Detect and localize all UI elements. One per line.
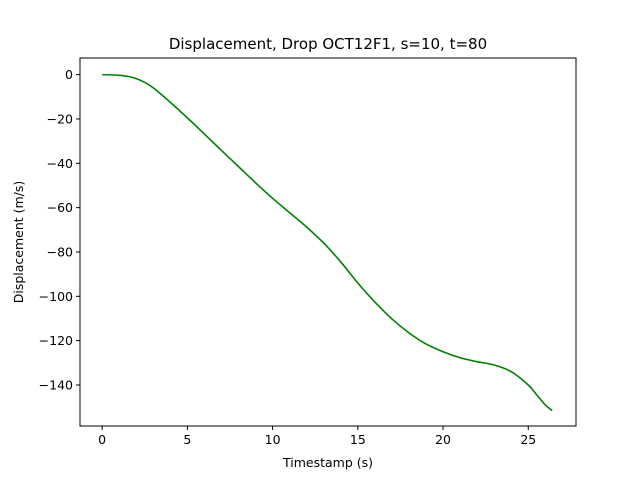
series-line-displacement (102, 73, 553, 412)
x-tick-label: 15 (350, 432, 366, 447)
ticks-group: 0 5 10 15 20 25 0 −20 −40 −60 −80 −100 −120 −140 (39, 67, 537, 447)
x-tick-label: 0 (98, 432, 106, 447)
y-tick-label: −40 (47, 156, 73, 171)
x-tick-label: 10 (265, 432, 281, 447)
chart-title: Displacement, Drop OCT12F1, s=10, t=80 (169, 35, 487, 53)
y-tick-label: −20 (47, 111, 73, 126)
y-tick-label: −140 (39, 377, 73, 392)
plot-frame (79, 57, 577, 427)
x-tick-label: 20 (435, 432, 451, 447)
y-axis-label: Displacement (m/s) (11, 181, 26, 304)
x-tick-label: 25 (520, 432, 536, 447)
y-tick-label: −120 (39, 333, 73, 348)
y-tick-label: −80 (47, 244, 73, 259)
y-tick-label: −100 (39, 289, 73, 304)
x-axis-label: Timestamp (s) (282, 455, 373, 470)
x-tick-label: 5 (183, 432, 191, 447)
y-tick-label: −60 (47, 200, 73, 215)
y-tick-label: 0 (65, 67, 73, 82)
